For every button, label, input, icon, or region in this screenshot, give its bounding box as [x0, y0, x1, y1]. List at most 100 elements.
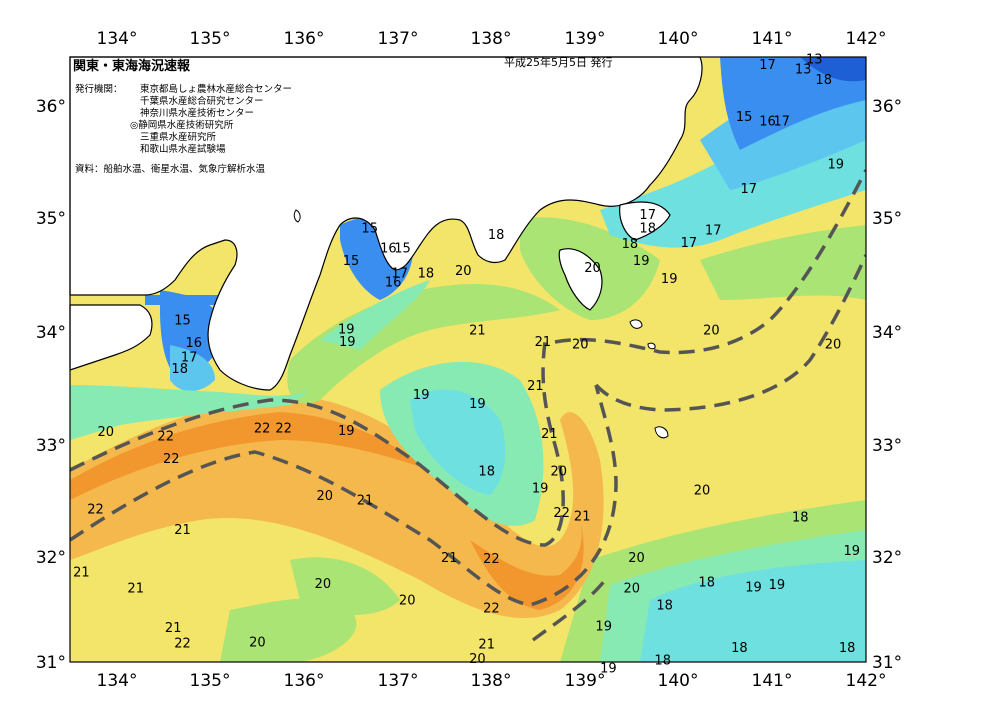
- sst-zone-23-kuroshio: [70, 412, 430, 500]
- contour-temp-label: 21: [165, 621, 182, 636]
- lat-tick-label: 35°: [36, 209, 66, 229]
- lon-tick-label: 135°: [190, 29, 231, 49]
- front-east-1: [554, 169, 866, 355]
- contour-temp-label: 18: [815, 73, 832, 88]
- lat-axis-right: 36° 35° 34° 33° 32° 31°: [872, 97, 902, 673]
- contour-temp-label: 21: [357, 494, 374, 509]
- kuroshio-axis-north: [70, 341, 565, 547]
- contour-temp-label: 21: [527, 379, 544, 394]
- contour-temp-label: 13: [806, 53, 823, 68]
- land-izu-peninsula: [558, 248, 603, 311]
- contour-temp-label: 20: [469, 652, 486, 667]
- sst-zone-19-shikoku: [70, 385, 310, 440]
- contour-temp-label: 22: [483, 602, 500, 617]
- land-island-2: [647, 342, 656, 350]
- contour-temp-label: 18: [656, 598, 673, 613]
- contour-temp-label: 13: [795, 63, 812, 78]
- lon-tick-label: 141°: [752, 29, 793, 49]
- lat-tick-label: 33°: [36, 436, 66, 456]
- contour-temp-label: 20: [315, 577, 332, 592]
- contour-temp-label: 15: [736, 110, 753, 125]
- lon-tick-label: 139°: [565, 29, 606, 49]
- issue-date: 平成25年5月5日 発行: [504, 55, 613, 69]
- contour-temp-label: 22: [157, 430, 174, 445]
- data-source: 資料：船舶水温、衛星水温、気象庁解析水温: [75, 163, 266, 175]
- contour-temp-label: 22: [87, 503, 104, 518]
- contour-temp-label: 17: [391, 266, 408, 281]
- lon-axis-top: 134° 135° 136° 137° 138° 139° 140° 141° …: [97, 29, 887, 49]
- contour-temp-label: 20: [455, 264, 472, 279]
- contour-temp-label: 17: [705, 224, 722, 239]
- contour-temp-label: 18: [488, 228, 505, 243]
- sst-zone-20-south: [220, 598, 357, 662]
- lat-tick-label: 31°: [872, 653, 902, 673]
- contour-temp-label: 16: [385, 275, 402, 290]
- map-title: 関東・東海海況速報: [73, 58, 191, 74]
- lon-tick-label: 136°: [284, 29, 325, 49]
- contour-temp-label: 21: [535, 335, 552, 350]
- lon-tick-label: 137°: [378, 671, 419, 691]
- lat-tick-label: 32°: [872, 548, 902, 568]
- issuer-item: 東京都島しょ農林水産総合センター: [140, 83, 292, 95]
- contour-temp-label: 19: [600, 661, 617, 676]
- contour-temp-label: 20: [624, 581, 641, 596]
- contour-temp-label: 19: [828, 157, 845, 172]
- lon-axis-bottom: 134° 135° 136° 137° 138° 139° 140° 141° …: [97, 671, 887, 691]
- land-boso: [619, 201, 671, 241]
- contour-temp-label: 17: [681, 236, 698, 251]
- lon-tick-label: 139°: [565, 671, 606, 691]
- lon-tick-label: 140°: [658, 671, 699, 691]
- sst-zone-20-south2: [290, 557, 400, 615]
- contour-temp-label: 15: [394, 242, 411, 257]
- contour-temp-label: 18: [418, 266, 435, 281]
- contour-temp-label: 21: [174, 523, 191, 538]
- front-south: [531, 578, 607, 642]
- sst-zone-19-coast: [320, 280, 430, 350]
- land: [69, 56, 703, 439]
- contour-temp-label: 21: [478, 638, 495, 653]
- contour-temp-label: 20: [399, 594, 416, 609]
- contour-temp-label: 19: [745, 580, 762, 595]
- lat-tick-label: 35°: [872, 209, 902, 229]
- contour-temp-label: 19: [338, 424, 355, 439]
- contour-temp-label: 19: [469, 397, 486, 412]
- contour-temp-label: 15: [174, 314, 191, 329]
- contour-temp-label: 20: [825, 337, 842, 352]
- sst-zone-13-kanto: [800, 57, 866, 82]
- lon-tick-label: 135°: [190, 671, 231, 691]
- issuer-item: 和歌山県水産試験場: [140, 143, 226, 155]
- sst-zone-21-east: [600, 255, 866, 480]
- lat-tick-label: 33°: [872, 436, 902, 456]
- contour-temp-label: 19: [595, 620, 612, 635]
- contour-temp-label: 19: [661, 272, 678, 287]
- contour-temp-label: 21: [541, 427, 558, 442]
- contour-temp-label: 19: [769, 578, 786, 593]
- contour-temp-label: 20: [317, 489, 334, 504]
- contour-temp-label: 18: [478, 464, 495, 479]
- contour-temp-label: 21: [441, 551, 458, 566]
- contour-temp-label: 16: [759, 115, 776, 130]
- lat-tick-label: 31°: [36, 653, 66, 673]
- lat-axis-left: 36° 35° 34° 33° 32° 31°: [36, 97, 66, 673]
- lat-tick-label: 36°: [872, 97, 902, 117]
- lat-tick-label: 36°: [36, 97, 66, 117]
- sst-zone-20-coast: [287, 284, 560, 404]
- lon-tick-label: 141°: [752, 671, 793, 691]
- sst-zone-18-meander: [410, 389, 506, 495]
- contour-temp-label: 20: [98, 425, 115, 440]
- contour-temp-label: 19: [844, 544, 861, 559]
- contour-temp-label: 22: [163, 452, 180, 467]
- contour-temp-label: 22: [174, 637, 191, 652]
- land-island-1: [293, 209, 301, 223]
- lon-tick-label: 142°: [846, 29, 887, 49]
- contour-temp-label: 21: [127, 581, 144, 596]
- lat-tick-label: 34°: [36, 323, 66, 343]
- contour-temp-label: 18: [622, 237, 639, 252]
- lat-tick-label: 34°: [872, 323, 902, 343]
- contour-temp-label: 18: [698, 576, 715, 591]
- land-shikoku: [69, 304, 153, 371]
- contour-temp-label: 17: [759, 58, 776, 73]
- sst-zone-15-kanto: [720, 57, 866, 150]
- contour-temp-label: 18: [792, 511, 809, 526]
